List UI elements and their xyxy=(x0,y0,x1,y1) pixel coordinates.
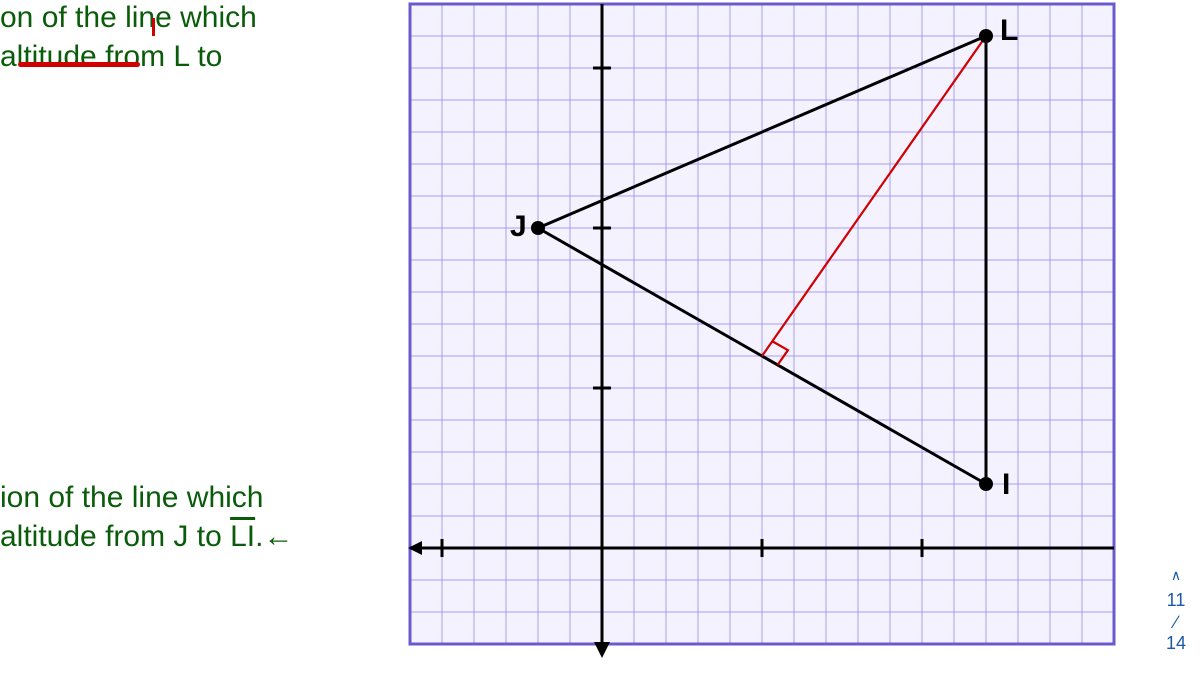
nav-current-page: 11 xyxy=(1167,590,1186,610)
nav-up-icon[interactable]: ∧ xyxy=(1166,567,1186,584)
segment-LI: LI xyxy=(230,520,255,553)
question-bottom-line2: altitude from J to LI.← xyxy=(0,517,293,556)
nav-slash: ∕ xyxy=(1174,612,1177,632)
grid-svg: J L I xyxy=(390,0,1150,660)
svg-text:J: J xyxy=(510,210,527,243)
arrow-left-note: .← xyxy=(255,520,293,553)
page-navigator[interactable]: ∧ 11 ∕ 14 xyxy=(1166,567,1186,655)
svg-text:L: L xyxy=(1000,14,1018,47)
question-text-bottom: ion of the line which altitude from J to… xyxy=(0,478,293,556)
question-top-l2-a: altitude xyxy=(0,40,97,73)
question-top-line2: altitude from L to xyxy=(0,37,257,76)
question-bottom-l2-a: altitude from J to xyxy=(0,520,230,553)
red-tick-mark xyxy=(152,18,155,36)
coordinate-grid: J L I xyxy=(390,0,1150,660)
nav-total-pages: 14 xyxy=(1166,633,1186,653)
question-top-l2-b: from L to xyxy=(97,40,223,73)
red-underline-mark xyxy=(18,62,140,67)
question-bottom-line1: ion of the line which xyxy=(0,478,293,517)
question-top-line1: on of the line which xyxy=(0,0,257,37)
svg-text:I: I xyxy=(1002,468,1010,501)
